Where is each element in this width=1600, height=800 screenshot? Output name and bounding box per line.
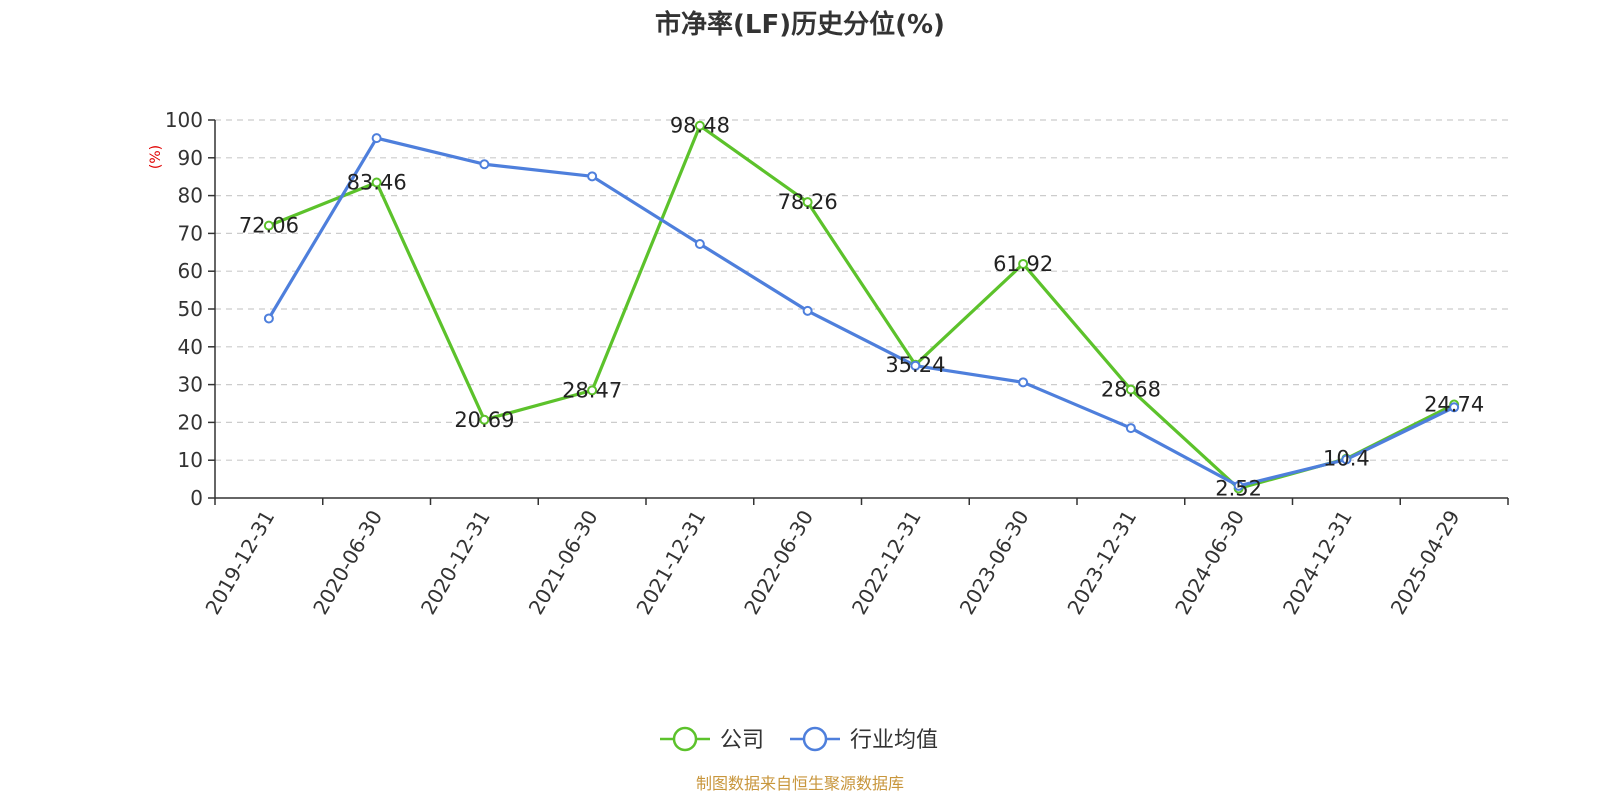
x-tick-label: 2022-06-30: [739, 506, 818, 619]
series-point-1: [371, 133, 382, 144]
data-label: 10.4: [1323, 447, 1370, 471]
data-label: 72.06: [239, 214, 299, 238]
x-tick-label: 2021-06-30: [524, 506, 603, 619]
data-label: 24.74: [1424, 392, 1484, 416]
series-point-0: [479, 414, 490, 425]
data-label: 2.52: [1215, 476, 1262, 500]
y-tick-label: 50: [178, 297, 203, 321]
y-tick-label: 40: [178, 335, 203, 359]
y-tick-label: 60: [178, 259, 203, 283]
series-point-1: [910, 360, 921, 371]
y-tick-label: 30: [178, 373, 203, 397]
series-layer: [263, 120, 1460, 494]
series-line-1: [267, 136, 1455, 488]
x-tick-label: 2023-06-30: [955, 506, 1034, 619]
series-point-1: [1018, 377, 1029, 388]
y-tick-label: 90: [178, 146, 203, 170]
series-point-1: [263, 313, 274, 324]
data-label: 83.46: [347, 171, 407, 195]
x-tick-label: 2025-04-29: [1386, 506, 1465, 619]
series-point-0: [802, 197, 813, 208]
x-tick-label: 2023-12-31: [1062, 506, 1141, 619]
series-point-1: [802, 305, 813, 316]
legend: 公司 行业均值: [660, 726, 938, 753]
series-point-0: [1018, 258, 1029, 269]
source-note: 制图数据来自恒生聚源数据库: [696, 774, 904, 793]
data-label: 61.92: [993, 252, 1053, 276]
series-point-0: [263, 220, 274, 231]
x-tick-label: 2021-12-31: [631, 506, 710, 619]
y-tick-label: 20: [178, 410, 203, 434]
series-point-0: [694, 120, 705, 131]
series-point-1: [694, 238, 705, 249]
x-tick-label: 2020-06-30: [308, 506, 387, 619]
data-label: 20.69: [454, 408, 514, 432]
series-line-0: [268, 124, 1455, 491]
grid: [215, 119, 1508, 461]
x-tick-label: 2020-12-31: [416, 506, 495, 619]
data-label: 35.24: [885, 353, 945, 377]
series-point-0: [371, 177, 382, 188]
y-tick-label: 10: [178, 448, 203, 472]
series-point-1: [1341, 454, 1352, 465]
legend-item-0[interactable]: 公司: [660, 726, 764, 753]
y-tick-label: 100: [165, 108, 203, 132]
data-label: 28.47: [562, 378, 622, 402]
legend-label: 行业均值: [850, 728, 938, 753]
legend-marker: [802, 726, 828, 752]
series-point-0: [587, 385, 598, 396]
y-tick-label: 0: [190, 486, 203, 510]
chart-title: 市净率(LF)历史分位(%): [655, 9, 945, 40]
data-labels: 72.06 83.46 20.69 28.47 98.48 78.26 35.24 61.92…: [239, 114, 1484, 501]
y-tick-label: 80: [178, 184, 203, 208]
series-point-1: [1125, 423, 1136, 434]
legend-label: 公司: [720, 728, 764, 753]
series-point-1: [587, 171, 598, 182]
legend-item-1[interactable]: 行业均值: [790, 726, 938, 753]
series-point-1: [479, 159, 490, 170]
x-tick-label: 2024-06-30: [1170, 506, 1249, 619]
series-point-0: [1125, 384, 1136, 395]
y-axis-label: (%): [148, 145, 164, 169]
data-label: 98.48: [670, 114, 730, 138]
y-tick-label: 70: [178, 221, 203, 245]
x-tick-label: 2022-12-31: [847, 506, 926, 619]
data-label: 28.68: [1101, 378, 1161, 402]
series-point-1: [1233, 480, 1244, 491]
series-point-1: [1449, 402, 1460, 413]
x-tick-label: 2019-12-31: [200, 506, 279, 619]
legend-marker: [672, 726, 698, 752]
data-label: 78.26: [778, 190, 838, 214]
x-tick-label: 2024-12-31: [1278, 506, 1357, 619]
